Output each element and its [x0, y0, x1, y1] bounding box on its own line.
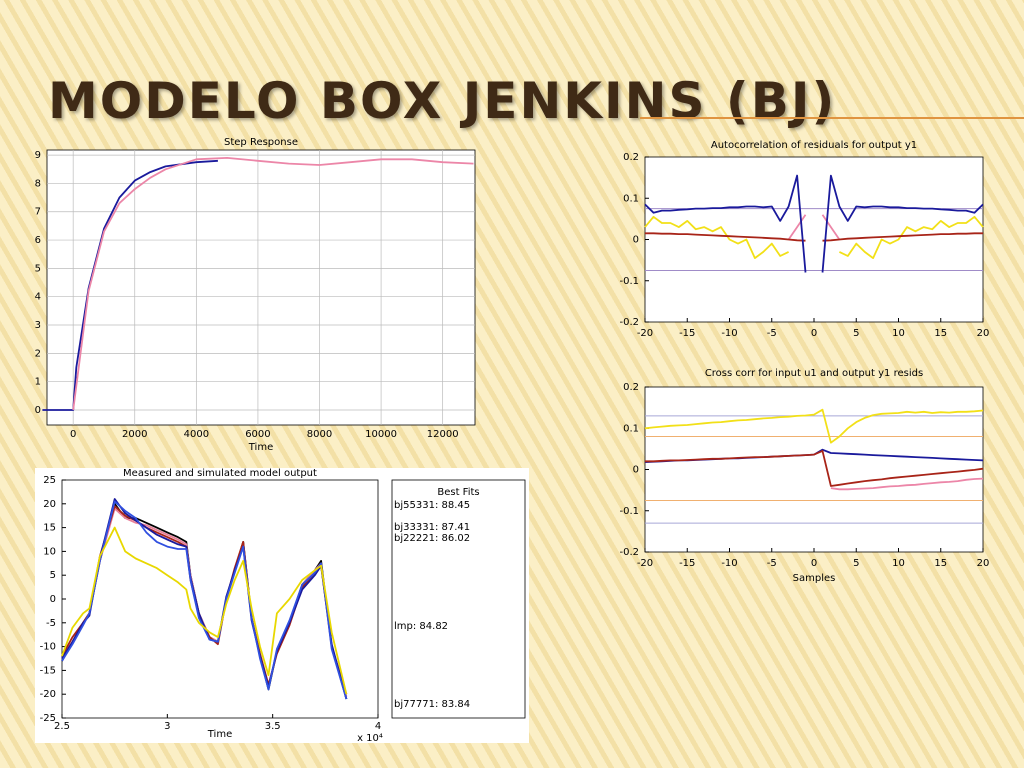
y-tick-label: 10 — [43, 546, 56, 557]
x-tick-label: -20 — [637, 328, 653, 339]
x-tick-label: 2.5 — [54, 721, 70, 732]
series-line — [61, 526, 348, 695]
series-line — [42, 159, 218, 411]
y-tick-label: 0 — [35, 405, 41, 416]
x-axis-label: Samples — [793, 573, 836, 584]
x-tick-label: 20 — [977, 558, 990, 569]
chart-title: Step Response — [224, 137, 298, 148]
x-tick-label: -10 — [721, 328, 737, 339]
y-tick-label: 5 — [50, 570, 56, 581]
x-tick-label: -15 — [679, 558, 695, 569]
plot-area — [46, 149, 476, 426]
y-tick-label: 15 — [43, 523, 56, 534]
y-tick-label: 3 — [35, 320, 41, 331]
series-line — [72, 157, 474, 411]
legend-title: Best Fits — [437, 487, 479, 498]
y-tick-label: -5 — [46, 618, 56, 629]
series-line — [830, 477, 984, 491]
y-tick-label: 6 — [35, 235, 41, 246]
plot-area — [61, 479, 379, 719]
x-tick-label: -15 — [679, 328, 695, 339]
x-tick-label: 15 — [934, 328, 947, 339]
series-line — [645, 232, 983, 242]
y-tick-label: 0.1 — [623, 193, 639, 204]
chart-title: Cross corr for input u1 and output y1 re… — [705, 368, 923, 379]
y-tick-label: -0.1 — [619, 276, 639, 287]
x-tick-label: 0 — [811, 328, 817, 339]
x-tick-label: -5 — [767, 558, 777, 569]
y-tick-label: 1 — [35, 377, 41, 388]
legend-box — [391, 479, 526, 719]
x-tick-label: 4 — [375, 721, 381, 732]
legend-entry: bj55331: 88.45 — [394, 500, 470, 511]
legend-entry: bj77771: 83.84 — [394, 699, 470, 710]
x-tick-label: 10 — [892, 558, 905, 569]
x-tick-label: 0 — [811, 558, 817, 569]
series-line — [787, 214, 841, 241]
y-tick-label: 8 — [35, 178, 41, 189]
title-rule — [640, 117, 1024, 119]
y-tick-label: -0.2 — [619, 317, 639, 328]
y-tick-label: 20 — [43, 499, 56, 510]
y-tick-label: 9 — [35, 150, 41, 161]
series-line — [644, 174, 984, 273]
x-tick-label: 10000 — [365, 429, 397, 440]
x-tick-label: -10 — [721, 558, 737, 569]
y-tick-label: -20 — [40, 689, 56, 700]
plot-area — [644, 156, 984, 323]
x-tick-label: 8000 — [307, 429, 332, 440]
x-tick-label: 5 — [853, 328, 859, 339]
x-axis-label: Time — [248, 442, 273, 453]
x-tick-label: 12000 — [427, 429, 459, 440]
y-tick-label: 0 — [633, 465, 639, 476]
y-tick-label: 0.2 — [623, 152, 639, 163]
y-tick-label: -0.1 — [619, 506, 639, 517]
legend-entry: lmp: 84.82 — [394, 621, 448, 632]
x-tick-label: 0 — [70, 429, 76, 440]
y-tick-label: -25 — [40, 713, 56, 724]
y-tick-label: 25 — [43, 475, 56, 486]
legend-entry: bj22221: 86.02 — [394, 533, 470, 544]
y-tick-label: -15 — [40, 665, 56, 676]
x-tick-label: 10 — [892, 328, 905, 339]
x-tick-label: 2000 — [122, 429, 147, 440]
y-tick-label: -0.2 — [619, 547, 639, 558]
x-tick-label: 3.5 — [265, 721, 281, 732]
x-tick-label: 3 — [164, 721, 170, 732]
y-tick-label: 4 — [35, 292, 41, 303]
chart-title: Autocorrelation of residuals for output … — [711, 140, 917, 151]
x-tick-label: 4000 — [184, 429, 209, 440]
x-tick-label: 6000 — [245, 429, 270, 440]
y-tick-label: 7 — [35, 207, 41, 218]
plot-area — [644, 386, 984, 553]
x-multiplier: x 10⁴ — [357, 733, 383, 744]
y-tick-label: 5 — [35, 263, 41, 274]
legend-entry: bj33331: 87.41 — [394, 522, 470, 533]
y-tick-label: 0.2 — [623, 382, 639, 393]
series-line — [644, 215, 984, 259]
x-tick-label: -20 — [637, 558, 653, 569]
y-tick-label: 0.1 — [623, 423, 639, 434]
series-line — [644, 408, 984, 444]
x-tick-label: 15 — [934, 558, 947, 569]
x-tick-label: 5 — [853, 558, 859, 569]
chart-title: Measured and simulated model output — [123, 468, 317, 479]
y-tick-label: -10 — [40, 642, 56, 653]
y-tick-label: 0 — [50, 594, 56, 605]
series-line — [645, 450, 984, 487]
slide-title: MODELO BOX JENKINS (BJ) — [48, 72, 837, 130]
x-tick-label: 20 — [977, 328, 990, 339]
x-tick-label: -5 — [767, 328, 777, 339]
x-axis-label: Time — [207, 729, 232, 740]
y-tick-label: 0 — [633, 235, 639, 246]
y-tick-label: 2 — [35, 348, 41, 359]
